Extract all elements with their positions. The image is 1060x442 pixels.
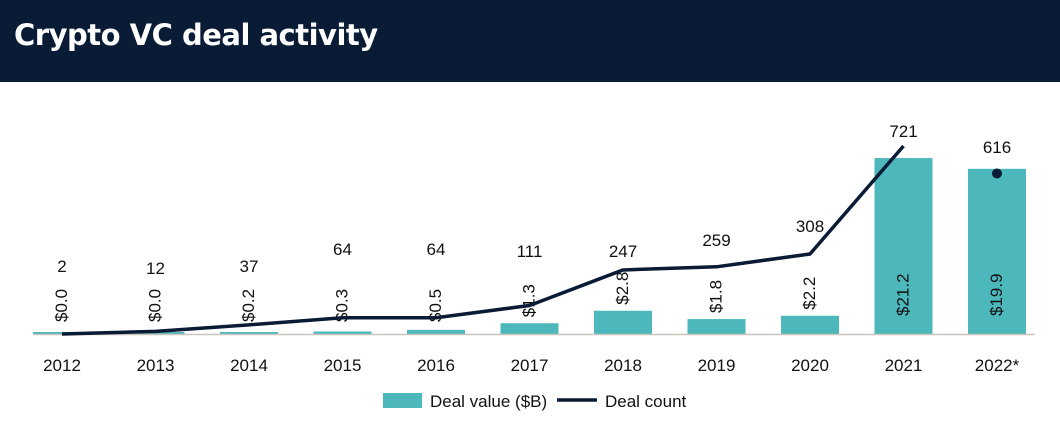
x-tick-2015: 2015 xyxy=(324,356,362,375)
count-label-2013: 12 xyxy=(146,259,165,278)
count-label-2016: 64 xyxy=(427,240,446,259)
count-label-2017: 111 xyxy=(517,242,543,261)
deal-count-point-2022 xyxy=(992,168,1002,179)
value-label-2012: $0.0 xyxy=(52,289,71,322)
x-tick-2021: 2021 xyxy=(885,356,923,375)
x-tick-2014: 2014 xyxy=(230,356,268,375)
legend-swatch-deal-value xyxy=(383,393,422,408)
x-tick-2018: 2018 xyxy=(604,356,642,375)
x-tick-2020: 2020 xyxy=(791,356,829,375)
value-label-2022*: $19.9 xyxy=(987,273,1006,316)
value-label-2020: $2.2 xyxy=(800,277,819,310)
x-tick-2012: 2012 xyxy=(43,356,81,375)
count-label-2021: 721 xyxy=(889,122,917,141)
value-label-2017: $1.3 xyxy=(520,284,539,317)
bar-2018 xyxy=(594,310,652,334)
value-label-2014: $0.2 xyxy=(239,289,258,322)
value-label-2013: $0.0 xyxy=(146,289,165,322)
legend-label-deal-count: Deal count xyxy=(605,392,687,411)
value-label-2021: $21.2 xyxy=(894,273,913,316)
bar-2019 xyxy=(687,319,746,334)
x-tick-2017: 2017 xyxy=(511,356,549,375)
count-label-2018: 247 xyxy=(609,242,637,261)
bar-2015 xyxy=(313,331,372,334)
value-label-2016: $0.5 xyxy=(426,289,445,322)
chart-title: Crypto VC deal activity xyxy=(14,18,378,52)
bar-2016 xyxy=(407,329,465,334)
x-tick-2022*: 2022* xyxy=(975,356,1020,375)
x-tick-2019: 2019 xyxy=(698,356,736,375)
count-label-2012: 2 xyxy=(57,257,66,276)
value-label-2019: $1.8 xyxy=(707,280,726,313)
bar-2021 xyxy=(874,158,933,334)
count-label-2022*: 616 xyxy=(983,138,1011,157)
x-tick-2016: 2016 xyxy=(417,356,455,375)
count-label-2014: 37 xyxy=(240,257,259,276)
deal-count-line xyxy=(61,144,905,336)
count-label-2020: 308 xyxy=(796,217,824,236)
legend-label-deal-value: Deal value ($B) xyxy=(430,392,547,411)
bar-2022* xyxy=(968,168,1026,334)
bar-2017 xyxy=(500,323,559,334)
count-label-2015: 64 xyxy=(333,240,352,259)
value-label-2015: $0.3 xyxy=(333,289,352,322)
value-label-2018: $2.8 xyxy=(613,272,632,305)
x-tick-2013: 2013 xyxy=(137,356,175,375)
bar-2020 xyxy=(781,315,839,334)
count-label-2019: 259 xyxy=(702,231,730,250)
header-bar: Crypto VC deal activity xyxy=(0,0,1060,82)
bar-2014 xyxy=(220,332,278,334)
